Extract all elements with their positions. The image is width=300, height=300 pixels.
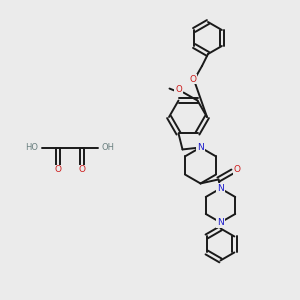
Text: N: N — [217, 184, 224, 193]
Text: N: N — [217, 218, 224, 227]
Text: N: N — [197, 143, 204, 152]
Text: O: O — [79, 166, 86, 175]
Text: O: O — [234, 165, 241, 174]
Text: O: O — [175, 85, 182, 94]
Text: O: O — [190, 74, 196, 83]
Text: OH: OH — [102, 143, 115, 152]
Text: HO: HO — [25, 143, 38, 152]
Text: O: O — [55, 166, 62, 175]
